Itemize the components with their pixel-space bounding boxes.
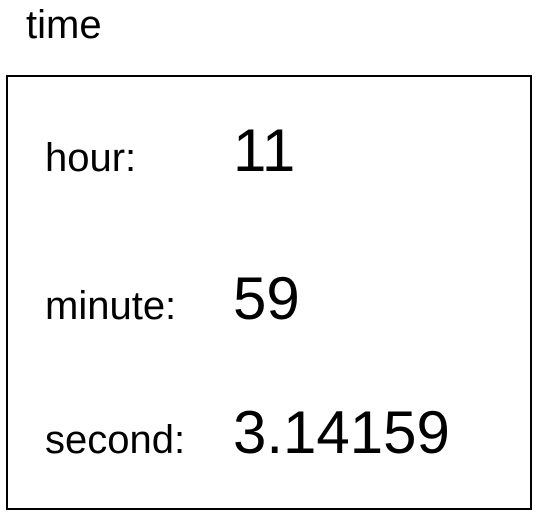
struct-title: time — [26, 3, 102, 47]
field-label-minute: minute: — [45, 284, 177, 328]
field-label-second: second: — [45, 418, 186, 462]
field-label-hour: hour: — [45, 136, 137, 180]
field-value-hour: 11 — [233, 117, 296, 184]
field-row-second: second: 3.14159 — [8, 397, 530, 467]
field-value-second: 3.14159 — [233, 399, 450, 466]
struct-box: hour: 11 minute: 59 second: 3.14159 — [6, 75, 532, 510]
field-value-minute: 59 — [233, 265, 300, 332]
field-row-minute: minute: 59 — [8, 263, 530, 333]
field-row-hour: hour: 11 — [8, 115, 530, 185]
